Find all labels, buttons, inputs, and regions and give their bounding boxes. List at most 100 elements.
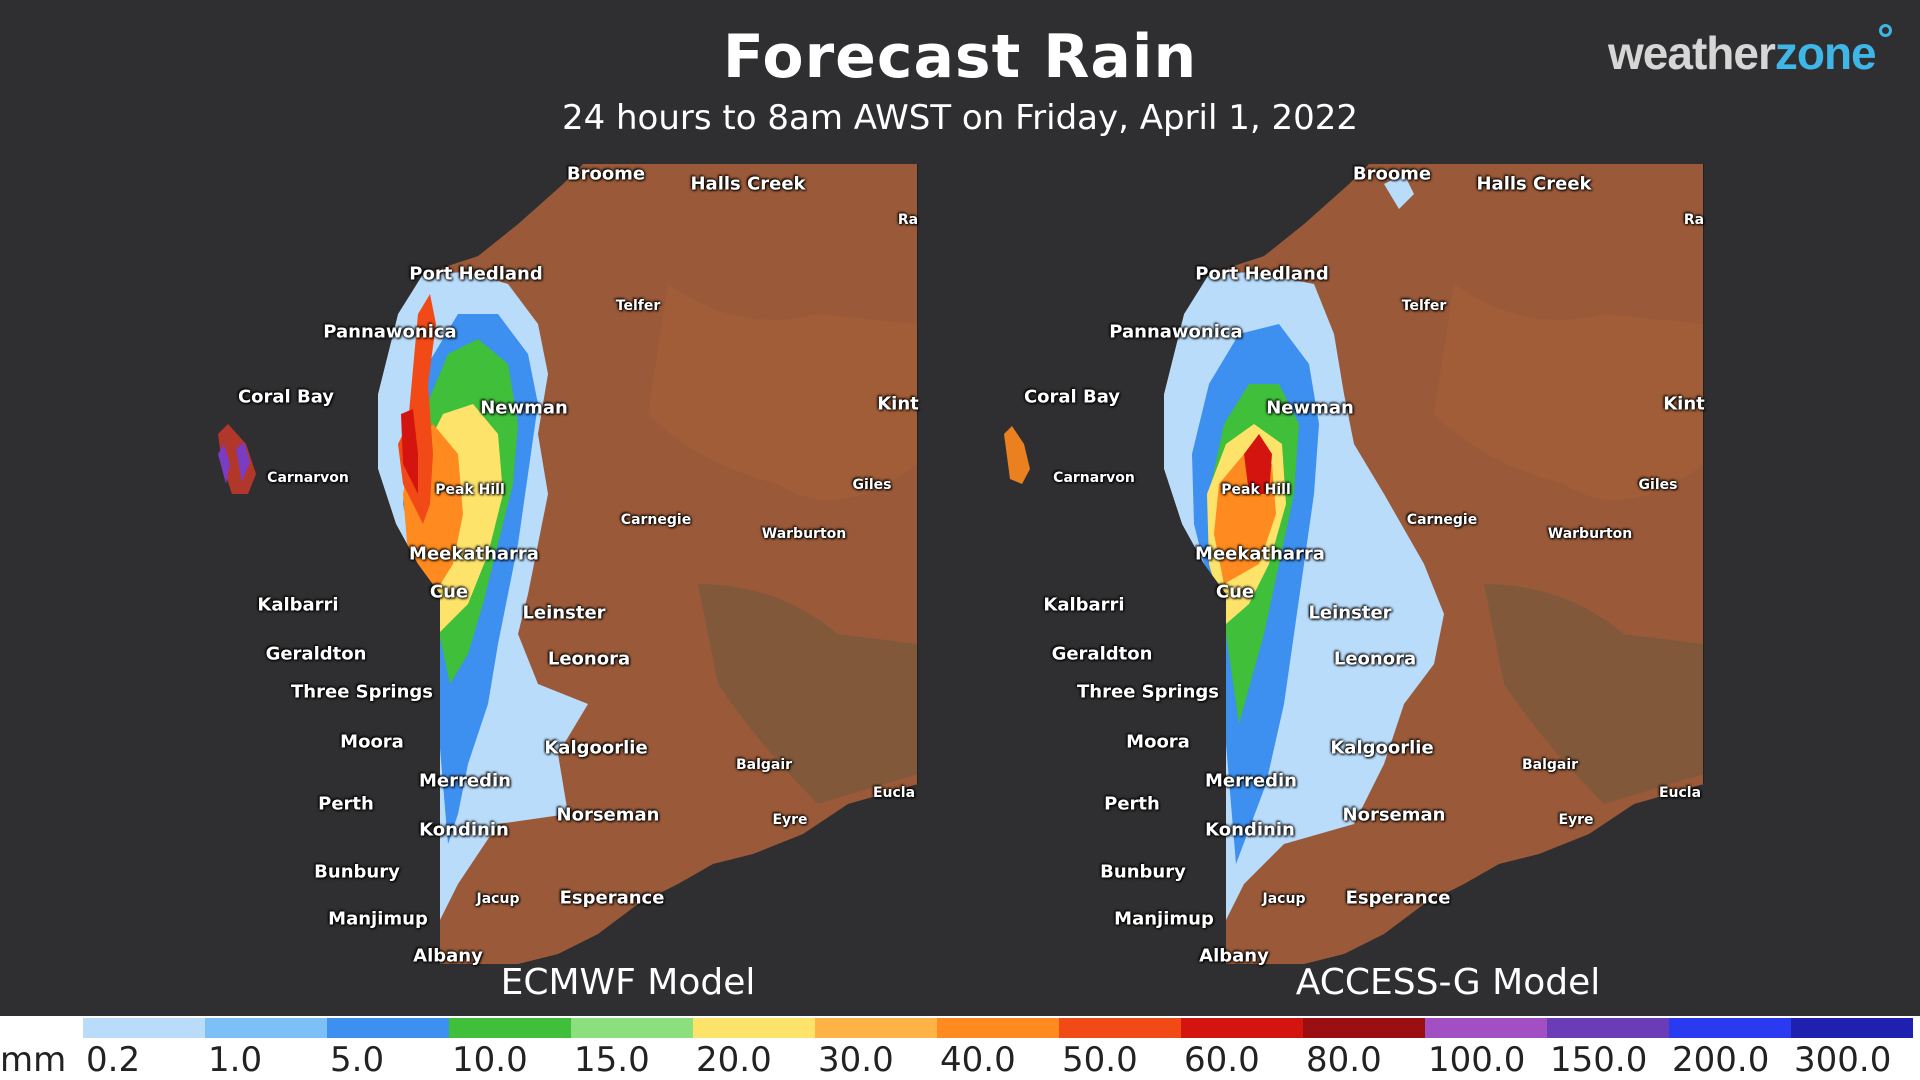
legend-tick-label: 30.0: [818, 1040, 894, 1080]
weatherzone-logo: weatherzone: [1608, 24, 1892, 80]
place-label-pannawonica: Pannawonica: [1109, 321, 1243, 343]
legend-swatch: [693, 1018, 815, 1038]
place-label-peak-hill: Peak Hill: [435, 482, 505, 498]
rain-area-red: [1244, 434, 1272, 494]
place-label-balgair: Balgair: [735, 757, 793, 773]
place-label-perth: Perth: [1104, 793, 1160, 815]
place-label-esperance: Esperance: [1345, 887, 1451, 909]
place-label-warburton: Warburton: [1547, 526, 1633, 542]
place-label-perth: Perth: [318, 793, 374, 815]
place-label-meekatharra: Meekatharra: [1195, 543, 1325, 565]
model-label-ecmwf: ECMWF Model: [500, 962, 756, 1003]
place-label-kalbarri: Kalbarri: [257, 594, 339, 616]
place-label-ra: Ra: [1683, 212, 1705, 228]
legend-swatch: [449, 1018, 571, 1038]
legend-tick-label: 1.0: [208, 1040, 263, 1080]
place-label-giles: Giles: [852, 477, 892, 493]
legend-tick-label: 100.0: [1428, 1040, 1526, 1080]
legend-color-bar: [83, 1018, 1913, 1038]
legend-swatch: [571, 1018, 693, 1038]
place-label-telfer: Telfer: [615, 298, 661, 314]
place-label-broome: Broome: [566, 163, 646, 185]
place-label-meekatharra: Meekatharra: [409, 543, 539, 565]
place-label-carnarvon: Carnarvon: [267, 470, 349, 486]
place-label-telfer: Telfer: [1401, 298, 1447, 314]
legend-swatch: [815, 1018, 937, 1038]
place-label-pannawonica: Pannawonica: [323, 321, 457, 343]
place-label-norseman: Norseman: [556, 804, 660, 826]
legend-swatch: [83, 1018, 205, 1038]
place-label-eucla: Eucla: [872, 785, 916, 801]
legend-unit: mm: [0, 1040, 67, 1080]
place-label-three-springs: Three Springs: [1077, 681, 1219, 703]
legend-tick-label: 150.0: [1550, 1040, 1648, 1080]
logo-text-zone: zone: [1774, 27, 1877, 79]
legend-tick-label: 60.0: [1184, 1040, 1260, 1080]
place-label-leinster: Leinster: [522, 602, 606, 624]
place-label-kondinin: Kondinin: [419, 819, 509, 841]
legend-swatch: [1547, 1018, 1669, 1038]
place-label-three-springs: Three Springs: [291, 681, 433, 703]
logo-degree-icon: [1878, 24, 1892, 37]
place-label-balgair: Balgair: [1521, 757, 1579, 773]
logo-text-weather: weather: [1608, 27, 1776, 79]
legend-swatch: [205, 1018, 327, 1038]
place-label-eyre: Eyre: [1558, 812, 1594, 828]
legend-swatch: [937, 1018, 1059, 1038]
place-label-peak-hill: Peak Hill: [1221, 482, 1291, 498]
place-label-leinster: Leinster: [1308, 602, 1392, 624]
place-label-merredin: Merredin: [1205, 770, 1297, 792]
place-label-esperance: Esperance: [559, 887, 665, 909]
legend-tick-label: 20.0: [696, 1040, 772, 1080]
place-label-broome: Broome: [1352, 163, 1432, 185]
place-label-moora: Moora: [340, 731, 404, 753]
legend-swatch: [1181, 1018, 1303, 1038]
place-label-leonora: Leonora: [547, 648, 631, 670]
place-label-eyre: Eyre: [772, 812, 808, 828]
place-label-manjimup: Manjimup: [1114, 908, 1214, 930]
place-label-manjimup: Manjimup: [328, 908, 428, 930]
place-label-albany: Albany: [1199, 945, 1269, 967]
place-label-carnarvon: Carnarvon: [1053, 470, 1135, 486]
place-label-albany: Albany: [413, 945, 483, 967]
legend-swatch: [1669, 1018, 1791, 1038]
legend-tick-label: 15.0: [574, 1040, 650, 1080]
map-subtitle: 24 hours to 8am AWST on Friday, April 1,…: [561, 98, 1359, 138]
place-label-kint: Kint: [1663, 393, 1705, 415]
ecmwf-rain-map: [218, 164, 918, 964]
place-label-bunbury: Bunbury: [1100, 861, 1186, 883]
place-label-kalgoorlie: Kalgoorlie: [1330, 737, 1434, 759]
legend-swatch: [1303, 1018, 1425, 1038]
place-label-jacup: Jacup: [476, 891, 520, 907]
place-label-kalbarri: Kalbarri: [1043, 594, 1125, 616]
rain-area-darkred: [401, 409, 418, 494]
model-label-access-g: ACCESS-G Model: [1295, 962, 1601, 1003]
place-label-kalgoorlie: Kalgoorlie: [544, 737, 648, 759]
place-label-leonora: Leonora: [1333, 648, 1417, 670]
place-label-halls-creek: Halls Creek: [1476, 173, 1592, 195]
place-label-geraldton: Geraldton: [265, 643, 367, 665]
place-label-coral-bay: Coral Bay: [237, 386, 335, 408]
place-label-coral-bay: Coral Bay: [1023, 386, 1121, 408]
legend-tick-label: 300.0: [1794, 1040, 1892, 1080]
place-label-norseman: Norseman: [1342, 804, 1446, 826]
legend-swatch: [1791, 1018, 1913, 1038]
place-label-cue: Cue: [429, 581, 469, 603]
legend-tick-label: 0.2: [86, 1040, 141, 1080]
place-label-carnegie: Carnegie: [620, 512, 692, 528]
legend-tick-label: 5.0: [330, 1040, 385, 1080]
place-label-jacup: Jacup: [1262, 891, 1306, 907]
place-label-giles: Giles: [1638, 477, 1678, 493]
place-label-bunbury: Bunbury: [314, 861, 400, 883]
map-panel-access-g: Broome Halls Creek Ra Port Hedland Telfer Pan…: [1004, 163, 1705, 967]
place-label-cue: Cue: [1215, 581, 1255, 603]
legend-tick-label: 10.0: [452, 1040, 528, 1080]
place-label-port-hedland: Port Hedland: [409, 263, 543, 285]
legend-tick-label: 40.0: [940, 1040, 1016, 1080]
legend-tick-label: 200.0: [1672, 1040, 1770, 1080]
legend-swatch: [327, 1018, 449, 1038]
place-label-warburton: Warburton: [761, 526, 847, 542]
place-label-newman: Newman: [1266, 397, 1354, 419]
map-panel-ecmwf: Broome Halls Creek Ra Port Hedland Telfer Pan…: [218, 163, 919, 967]
place-label-carnegie: Carnegie: [1406, 512, 1478, 528]
